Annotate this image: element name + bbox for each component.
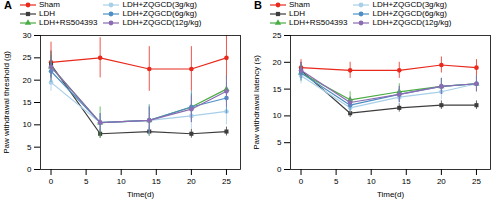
svg-text:5: 5 <box>27 143 32 152</box>
svg-text:Time(d): Time(d) <box>377 190 405 199</box>
svg-text:10: 10 <box>367 177 376 186</box>
html-text:LDH: LDH <box>39 9 55 18</box>
html-text:LDH+ZQGCD(6g/kg): LDH+ZQGCD(6g/kg) <box>122 9 197 18</box>
svg-text:20: 20 <box>187 177 196 186</box>
svg-text:0: 0 <box>277 165 282 174</box>
svg-text:25: 25 <box>222 177 231 186</box>
html-text:LDH+ZQGCD(3g/kg): LDH+ZQGCD(3g/kg) <box>372 0 447 9</box>
svg-text:25: 25 <box>472 177 481 186</box>
html-text:LDH+RS504393: LDH+RS504393 <box>39 18 98 27</box>
svg-text:15: 15 <box>23 98 32 107</box>
svg-text:15: 15 <box>402 177 411 186</box>
svg-text:5: 5 <box>334 177 339 186</box>
html-text:LDH: LDH <box>289 9 305 18</box>
svg-text:10: 10 <box>273 111 282 120</box>
svg-text:15: 15 <box>152 177 161 186</box>
svg-text:Paw withdrawal threshold (g): Paw withdrawal threshold (g) <box>2 51 11 154</box>
html-text:LDH+ZQGCD(6g/kg): LDH+ZQGCD(6g/kg) <box>372 9 447 18</box>
svg-text:15: 15 <box>273 85 282 94</box>
svg-text:25: 25 <box>23 53 32 62</box>
svg-text:10: 10 <box>117 177 126 186</box>
html-text:B: B <box>254 0 262 11</box>
svg-text:5: 5 <box>84 177 89 186</box>
svg-text:0: 0 <box>299 177 304 186</box>
svg-text:25: 25 <box>273 31 282 40</box>
svg-text:Time(d): Time(d) <box>127 190 155 199</box>
html-text:LDH+ZQGCD(12g/kg): LDH+ZQGCD(12g/kg) <box>122 18 202 27</box>
html-text:Sham: Sham <box>289 0 310 9</box>
html-text:LDH+ZQGCD(12g/kg): LDH+ZQGCD(12g/kg) <box>372 18 452 27</box>
svg-text:0: 0 <box>49 177 54 186</box>
html-text:LDH+ZQGCD(3g/kg): LDH+ZQGCD(3g/kg) <box>122 0 197 9</box>
html-text:LDH+RS504393: LDH+RS504393 <box>289 18 348 27</box>
svg-text:Paw withdrawal latency (s): Paw withdrawal latency (s) <box>252 55 261 150</box>
svg-text:20: 20 <box>437 177 446 186</box>
html-text:Sham: Sham <box>39 0 60 9</box>
svg-text:30: 30 <box>23 31 32 40</box>
svg-text:5: 5 <box>277 138 282 147</box>
svg-text:10: 10 <box>23 120 32 129</box>
svg-text:20: 20 <box>23 76 32 85</box>
html-text:A: A <box>4 0 12 11</box>
svg-text:0: 0 <box>27 165 32 174</box>
svg-text:20: 20 <box>273 58 282 67</box>
